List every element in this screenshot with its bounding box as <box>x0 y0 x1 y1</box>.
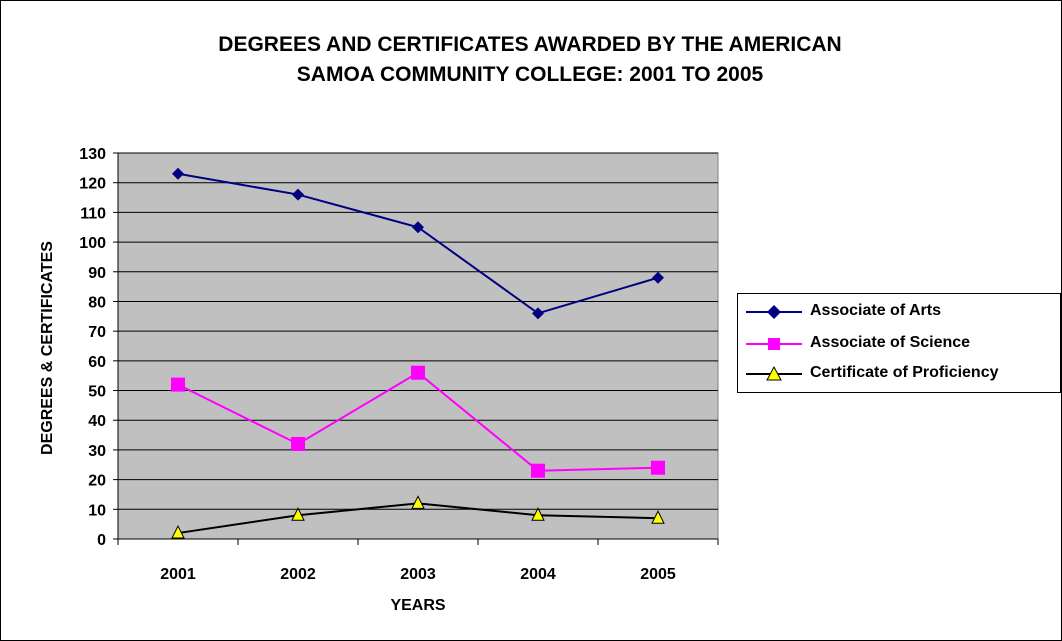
y-tick-label-100: 100 <box>79 235 106 252</box>
point-associate-of-science-2002 <box>291 436 305 451</box>
point-associate-of-science-2003 <box>411 365 425 380</box>
point-certificate-of-proficiency-2002 <box>291 507 305 521</box>
y-tick-label-60: 60 <box>88 354 106 371</box>
point-associate-of-arts-2002 <box>292 188 304 201</box>
x-axis-title: YEARS <box>390 597 445 614</box>
legend-swatch-associate-of-science <box>746 338 802 350</box>
point-certificate-of-proficiency-2005 <box>651 510 665 524</box>
legend-item-associate-of-arts: Associate of Arts <box>738 300 1060 324</box>
x-tick-label-2003: 2003 <box>400 566 436 583</box>
y-tick-label-110: 110 <box>80 205 106 222</box>
y-tick-label-30: 30 <box>88 443 106 460</box>
y-tick-label-130: 130 <box>79 146 106 163</box>
point-associate-of-science-2004 <box>531 463 545 478</box>
y-axis-title: DEGREES & CERTIFICATES <box>39 241 56 455</box>
y-tick-label-70: 70 <box>88 324 106 341</box>
y-tick-label-90: 90 <box>88 265 106 282</box>
point-associate-of-arts-2003 <box>412 221 424 234</box>
point-associate-of-arts-2001 <box>172 167 184 180</box>
chart-title-line-2: SAMOA COMMUNITY COLLEGE: 2001 TO 2005 <box>296 63 764 86</box>
point-associate-of-science-2005 <box>651 460 665 475</box>
y-tick-label-10: 10 <box>88 502 106 519</box>
y-tick-label-50: 50 <box>88 384 106 401</box>
legend-item-certificate-of-proficiency: Certificate of Proficiency <box>738 362 1060 386</box>
legend-item-associate-of-science: Associate of Science <box>738 332 1060 356</box>
y-tick-label-40: 40 <box>88 413 106 430</box>
y-tick-label-120: 120 <box>79 176 106 193</box>
point-certificate-of-proficiency-2001 <box>171 524 185 539</box>
legend: Associate of Arts Associate of Science C… <box>737 293 1061 393</box>
x-tick-label-2005: 2005 <box>640 566 676 583</box>
point-associate-of-arts-2004 <box>532 307 544 320</box>
y-tick-label-0: 0 <box>97 532 106 549</box>
plot-area <box>117 152 719 540</box>
legend-label-certificate-of-proficiency: Certificate of Proficiency <box>810 364 999 381</box>
point-associate-of-arts-2005 <box>652 271 664 284</box>
point-certificate-of-proficiency-2003 <box>411 495 425 509</box>
x-tick-label-2002: 2002 <box>280 566 316 583</box>
legend-swatch-associate-of-arts <box>746 305 802 319</box>
chart-title: DEGREES AND CERTIFICATES AWARDED BY THE … <box>60 30 1000 90</box>
point-associate-of-science-2001 <box>171 377 185 392</box>
x-tick-label-2001: 2001 <box>160 566 196 583</box>
y-tick-label-20: 20 <box>88 473 106 490</box>
point-certificate-of-proficiency-2004 <box>531 507 545 521</box>
chart-title-line-1: DEGREES AND CERTIFICATES AWARDED BY THE … <box>218 33 842 56</box>
x-tick-label-2004: 2004 <box>520 566 556 583</box>
y-tick-label-80: 80 <box>88 294 106 311</box>
legend-label-associate-of-science: Associate of Science <box>810 334 971 351</box>
legend-label-associate-of-arts: Associate of Arts <box>810 302 941 319</box>
legend-swatch-certificate-of-proficiency <box>746 365 802 381</box>
